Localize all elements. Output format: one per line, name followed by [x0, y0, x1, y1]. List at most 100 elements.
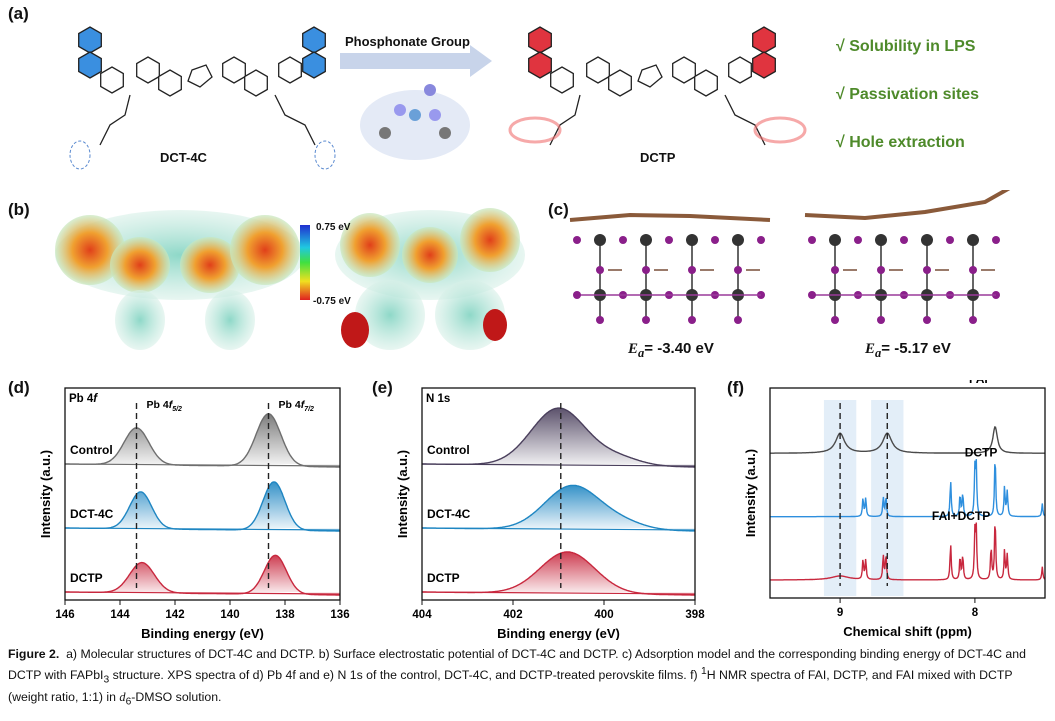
- atom: [596, 266, 604, 274]
- alkyl-chain: [549, 94, 581, 146]
- colorbar-min: -0.75 eV: [313, 296, 351, 307]
- ring: [528, 26, 552, 54]
- adsorption-models: [569, 190, 1011, 324]
- x-axis-label: Chemical shift (ppm): [843, 624, 972, 639]
- atom: [969, 316, 977, 324]
- atom: [439, 127, 451, 139]
- atom: [877, 316, 885, 324]
- panel-label-c: (c): [548, 200, 569, 219]
- series-label: DCTP: [70, 571, 103, 585]
- atom: [900, 236, 908, 244]
- ring: [550, 66, 574, 94]
- dashed-circle: [314, 140, 336, 170]
- thiophene: [187, 64, 213, 88]
- molecular-structures: [69, 26, 807, 170]
- figure-caption: Figure 2. a) Molecular structures of DCT…: [8, 647, 1026, 707]
- series-label: Control: [70, 443, 113, 457]
- esp-maps: [55, 208, 525, 350]
- ring: [302, 51, 326, 79]
- x-tick-label: 404: [412, 609, 432, 621]
- atom: [640, 234, 652, 246]
- ring: [278, 56, 302, 84]
- series-label: DCTP: [427, 571, 460, 585]
- peak-annotation: Pb 4f5/2: [147, 399, 183, 413]
- atom: [734, 316, 742, 324]
- peak-fill: [422, 485, 695, 531]
- adsorbed-molecule: [804, 190, 1011, 221]
- alkyl-chain: [99, 94, 131, 146]
- ring: [222, 56, 246, 84]
- atom: [711, 236, 719, 244]
- x-tick-label: 138: [275, 609, 295, 621]
- ring: [100, 66, 124, 94]
- feature-1: √ Solubility in LPS: [836, 38, 976, 55]
- colorbar: [300, 225, 310, 300]
- ring: [752, 26, 776, 54]
- plot-frame: [64, 387, 341, 601]
- esp-dctp: [335, 208, 525, 350]
- atom: [757, 236, 765, 244]
- feature-2: √ Passivation sites: [836, 86, 980, 103]
- atom: [686, 234, 698, 246]
- ring: [78, 51, 102, 79]
- atom: [969, 266, 977, 274]
- feature-3: √ Hole extraction: [836, 134, 965, 151]
- atom: [734, 266, 742, 274]
- atom: [854, 236, 862, 244]
- plot-frame: [421, 387, 696, 601]
- dashed-circle: [69, 140, 91, 170]
- spectrum-line: [65, 554, 340, 596]
- chart-d: Control DCT-4C DCTP 146 144 142 140 138 136 Bindi…: [38, 387, 350, 640]
- ring: [244, 69, 268, 97]
- y-axis-label: Intensity (a.u.): [743, 449, 758, 537]
- esp-dct4c: [55, 210, 305, 350]
- baseline: [64, 463, 341, 467]
- atom: [409, 109, 421, 121]
- series-label: DCT-4C: [427, 507, 471, 521]
- dctp-label: DCTP: [640, 150, 676, 165]
- ring: [586, 56, 610, 84]
- alkyl-chain: [274, 94, 316, 146]
- spectrum-line: [770, 426, 1045, 454]
- ring: [694, 69, 718, 97]
- phosphonate-right: [753, 116, 807, 144]
- baseline: [421, 591, 696, 595]
- thiophene: [637, 64, 663, 88]
- colorbar-max: 0.75 eV: [316, 222, 351, 233]
- atom: [946, 236, 954, 244]
- peak-fill: [422, 408, 695, 467]
- baseline: [421, 463, 696, 467]
- ring: [158, 69, 182, 97]
- x-axis-label: Binding energy (eV): [141, 626, 264, 640]
- atom: [831, 266, 839, 274]
- spectrum-line: [770, 459, 1046, 518]
- ea-right: Ea= -5.17 eV: [865, 340, 951, 360]
- atom: [831, 316, 839, 324]
- arrow-icon: [340, 45, 492, 77]
- series-label: DCT-4C: [70, 507, 114, 521]
- spectrum-line: [65, 413, 340, 468]
- alkyl-chain: [724, 94, 766, 146]
- peak-fill: [65, 481, 340, 531]
- atom: [732, 234, 744, 246]
- ring: [302, 26, 326, 54]
- atom: [688, 266, 696, 274]
- molecule-glow: [360, 90, 470, 160]
- peak-fill: [65, 555, 340, 595]
- peak-fill: [422, 551, 695, 595]
- x-tick-label: 400: [594, 609, 613, 621]
- atom: [379, 127, 391, 139]
- panel-label-b: (b): [8, 200, 30, 219]
- y-axis-label: Intensity (a.u.): [38, 450, 53, 538]
- arrow-label: Phosphonate Group: [345, 34, 470, 49]
- atom: [921, 234, 933, 246]
- atom: [688, 316, 696, 324]
- ea-left: Ea= -3.40 eV: [628, 340, 714, 360]
- atom: [429, 109, 441, 121]
- atom: [923, 316, 931, 324]
- baseline: [64, 527, 341, 531]
- atom: [596, 316, 604, 324]
- panel-label-e: (e): [372, 378, 393, 397]
